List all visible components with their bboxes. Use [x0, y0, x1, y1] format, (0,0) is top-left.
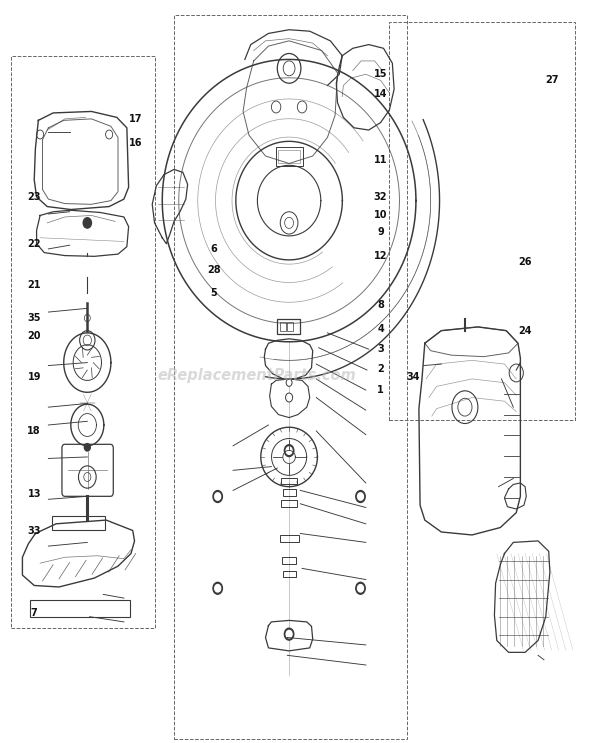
Bar: [283, 571, 296, 577]
Bar: [276, 147, 303, 166]
Text: 21: 21: [28, 279, 41, 290]
Text: 33: 33: [28, 526, 41, 536]
Bar: [280, 322, 286, 331]
Bar: [52, 516, 105, 530]
Text: 2: 2: [377, 364, 384, 374]
Circle shape: [84, 444, 90, 451]
Circle shape: [213, 583, 222, 594]
Bar: [277, 319, 300, 334]
Circle shape: [286, 379, 292, 386]
Text: 14: 14: [374, 89, 387, 100]
Circle shape: [83, 218, 91, 228]
Text: 13: 13: [28, 489, 41, 499]
Circle shape: [284, 628, 294, 640]
Text: 20: 20: [28, 331, 41, 341]
Text: 34: 34: [407, 372, 419, 382]
Circle shape: [358, 585, 363, 592]
Bar: [283, 489, 296, 496]
Text: 10: 10: [374, 210, 387, 221]
Text: 16: 16: [129, 137, 142, 148]
Circle shape: [356, 490, 365, 502]
Bar: [281, 500, 297, 507]
Circle shape: [284, 444, 294, 456]
Text: 28: 28: [206, 265, 221, 275]
Text: 35: 35: [28, 313, 41, 323]
Bar: [174, 15, 407, 739]
Text: 26: 26: [519, 256, 532, 267]
Bar: [282, 557, 296, 564]
Text: 8: 8: [377, 299, 384, 310]
Bar: [278, 150, 300, 163]
Text: 5: 5: [210, 288, 217, 299]
Circle shape: [286, 447, 292, 454]
Bar: [287, 322, 293, 331]
Text: 11: 11: [374, 155, 387, 165]
Circle shape: [286, 630, 292, 637]
Text: 18: 18: [27, 426, 41, 436]
Text: 12: 12: [374, 251, 387, 262]
Bar: [389, 22, 575, 420]
Text: 24: 24: [519, 325, 532, 336]
Text: 3: 3: [377, 344, 384, 354]
Text: 23: 23: [28, 192, 41, 202]
Text: 9: 9: [377, 227, 384, 237]
Text: 4: 4: [377, 324, 384, 334]
Text: 1: 1: [377, 385, 384, 395]
Text: eReplacementParts.com: eReplacementParts.com: [158, 368, 356, 383]
Text: 19: 19: [28, 372, 41, 383]
Text: 15: 15: [374, 69, 387, 80]
Bar: [280, 535, 299, 542]
Circle shape: [215, 493, 221, 500]
Bar: [30, 600, 130, 617]
Text: 22: 22: [28, 239, 41, 249]
Circle shape: [358, 493, 363, 500]
Circle shape: [213, 490, 222, 502]
Circle shape: [215, 585, 221, 592]
Text: 27: 27: [545, 74, 558, 85]
Bar: [281, 478, 297, 484]
Text: 17: 17: [129, 114, 142, 124]
Text: 6: 6: [210, 244, 217, 254]
Bar: [11, 56, 155, 628]
Text: 7: 7: [31, 608, 38, 618]
Text: 32: 32: [374, 192, 387, 202]
Circle shape: [356, 583, 365, 594]
Circle shape: [286, 393, 293, 402]
